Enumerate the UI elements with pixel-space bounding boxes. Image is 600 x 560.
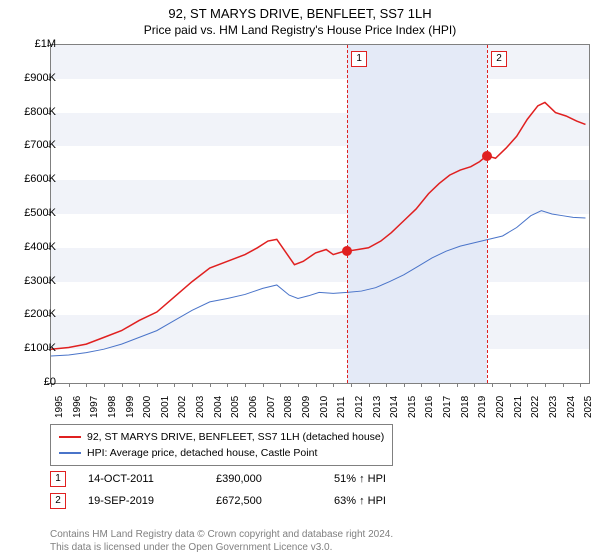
sale-hpi: 51% ↑ HPI	[334, 473, 454, 485]
sale-marker-2: 2	[50, 493, 66, 509]
x-axis-label: 2022	[530, 400, 541, 418]
legend-row: HPI: Average price, detached house, Cast…	[59, 445, 384, 461]
chart-marker-2: 2	[491, 51, 507, 67]
x-axis-label: 1998	[107, 400, 118, 418]
sale-price: £390,000	[216, 473, 326, 485]
sale-date: 14-OCT-2011	[88, 473, 208, 485]
legend-label-property: 92, ST MARYS DRIVE, BENFLEET, SS7 1LH (d…	[87, 429, 384, 445]
y-axis-label: £1M	[10, 38, 56, 50]
x-axis-label: 2002	[177, 400, 188, 418]
footer-line-2: This data is licensed under the Open Gov…	[50, 541, 393, 554]
title-sub: Price paid vs. HM Land Registry's House …	[0, 23, 600, 37]
legend-label-hpi: HPI: Average price, detached house, Cast…	[87, 445, 317, 461]
x-axis-label: 2003	[195, 400, 206, 418]
x-axis-label: 1996	[72, 400, 83, 418]
x-axis-label: 2005	[230, 400, 241, 418]
y-axis-label: £100K	[10, 342, 56, 354]
legend-box: 92, ST MARYS DRIVE, BENFLEET, SS7 1LH (d…	[50, 424, 393, 466]
sale-rows: 1 14-OCT-2011 £390,000 51% ↑ HPI 2 19-SE…	[50, 468, 550, 512]
sale-hpi: 63% ↑ HPI	[334, 495, 454, 507]
x-axis-label: 2024	[566, 400, 577, 418]
x-axis-label: 1995	[54, 400, 65, 418]
x-axis-label: 1997	[89, 400, 100, 418]
chart-svg	[51, 45, 589, 383]
legend-swatch-property	[59, 436, 81, 438]
y-axis-label: £500K	[10, 207, 56, 219]
x-axis-label: 2006	[248, 400, 259, 418]
x-axis-label: 2004	[213, 400, 224, 418]
x-axis-label: 2021	[513, 400, 524, 418]
legend-row: 92, ST MARYS DRIVE, BENFLEET, SS7 1LH (d…	[59, 429, 384, 445]
sale-row: 1 14-OCT-2011 £390,000 51% ↑ HPI	[50, 468, 550, 490]
sale-marker-1: 1	[50, 471, 66, 487]
title-main: 92, ST MARYS DRIVE, BENFLEET, SS7 1LH	[0, 6, 600, 21]
footer: Contains HM Land Registry data © Crown c…	[50, 528, 393, 554]
x-axis-label: 2023	[548, 400, 559, 418]
x-axis-label: 2020	[495, 400, 506, 418]
sale-price: £672,500	[216, 495, 326, 507]
sale-row: 2 19-SEP-2019 £672,500 63% ↑ HPI	[50, 490, 550, 512]
y-axis-label: £300K	[10, 275, 56, 287]
y-axis-label: £600K	[10, 173, 56, 185]
x-axis-label: 2007	[266, 400, 277, 418]
x-axis-label: 2018	[460, 400, 471, 418]
x-axis-label: 2013	[372, 400, 383, 418]
y-axis-label: £800K	[10, 106, 56, 118]
y-axis-label: £400K	[10, 241, 56, 253]
legend-swatch-hpi	[59, 452, 81, 454]
title-block: 92, ST MARYS DRIVE, BENFLEET, SS7 1LH Pr…	[0, 0, 600, 37]
y-axis-label: £700K	[10, 139, 56, 151]
x-axis-label: 2010	[319, 400, 330, 418]
y-axis-label: £900K	[10, 72, 56, 84]
x-axis-label: 2025	[583, 400, 594, 418]
chart-container: 92, ST MARYS DRIVE, BENFLEET, SS7 1LH Pr…	[0, 0, 600, 560]
x-axis-label: 2000	[142, 400, 153, 418]
footer-line-1: Contains HM Land Registry data © Crown c…	[50, 528, 393, 541]
x-axis-label: 2017	[442, 400, 453, 418]
x-axis-label: 2015	[407, 400, 418, 418]
chart-area: 12	[50, 44, 590, 384]
x-axis-label: 2019	[477, 400, 488, 418]
x-axis-label: 2012	[354, 400, 365, 418]
x-axis-label: 2011	[336, 400, 347, 418]
x-axis-label: 2001	[160, 400, 171, 418]
y-axis-label: £0	[10, 376, 56, 388]
x-axis-label: 2016	[424, 400, 435, 418]
sale-date: 19-SEP-2019	[88, 495, 208, 507]
x-axis-label: 2009	[301, 400, 312, 418]
chart-marker-1: 1	[351, 51, 367, 67]
x-axis-label: 2008	[283, 400, 294, 418]
x-axis-label: 1999	[125, 400, 136, 418]
y-axis-label: £200K	[10, 308, 56, 320]
x-axis-label: 2014	[389, 400, 400, 418]
